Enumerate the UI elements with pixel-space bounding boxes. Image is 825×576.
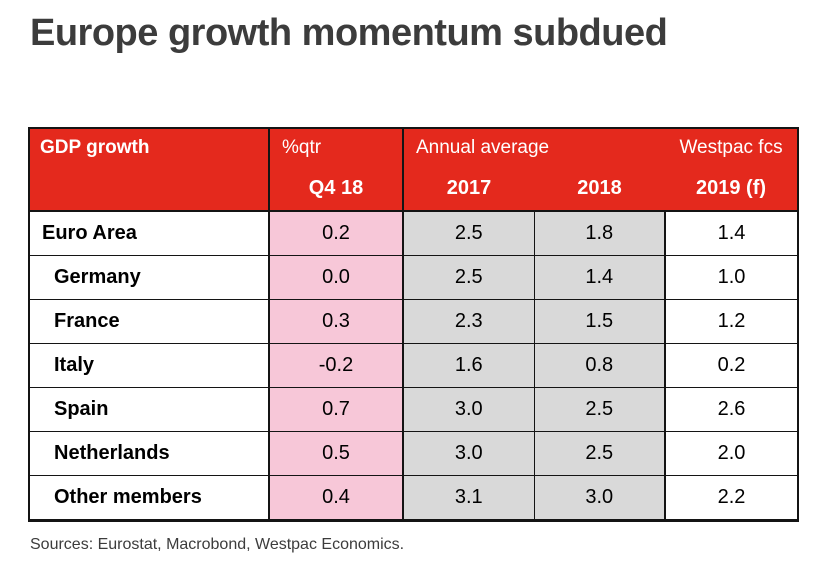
cell-2018: 0.8 bbox=[533, 343, 666, 388]
row-label: Germany bbox=[28, 255, 270, 300]
table-row: Netherlands 0.5 3.0 2.5 2.0 bbox=[28, 431, 799, 476]
header-2018: 2018 bbox=[534, 166, 666, 212]
cell-2017: 3.1 bbox=[402, 475, 535, 521]
table-row: Italy -0.2 1.6 0.8 0.2 bbox=[28, 343, 799, 388]
cell-2018: 1.8 bbox=[533, 210, 666, 256]
row-label: Spain bbox=[28, 387, 270, 432]
cell-2018: 1.5 bbox=[533, 299, 666, 344]
table-row: Euro Area 0.2 2.5 1.8 1.4 bbox=[28, 210, 799, 256]
table-header: GDP growth %qtr Annual average Westpac f… bbox=[29, 128, 799, 212]
header-2019f: 2019 (f) bbox=[665, 166, 799, 212]
cell-2019f: 1.4 bbox=[664, 210, 799, 256]
cell-q4-18: -0.2 bbox=[268, 343, 404, 388]
source-note: Sources: Eurostat, Macrobond, Westpac Ec… bbox=[30, 536, 405, 553]
table-row: Germany 0.0 2.5 1.4 1.0 bbox=[28, 255, 799, 300]
row-label: Netherlands bbox=[28, 431, 270, 476]
cell-2019f: 2.2 bbox=[664, 475, 799, 521]
header-2017: 2017 bbox=[403, 166, 534, 212]
cell-q4-18: 0.3 bbox=[268, 299, 404, 344]
header-column-row: Q4 18 2017 2018 2019 (f) bbox=[29, 166, 799, 212]
table-body: Euro Area 0.2 2.5 1.8 1.4 Germany 0.0 2.… bbox=[28, 210, 799, 521]
cell-q4-18: 0.5 bbox=[268, 431, 404, 476]
row-label: Italy bbox=[28, 343, 270, 388]
header-empty bbox=[29, 166, 269, 212]
header-q4-18: Q4 18 bbox=[268, 166, 404, 212]
cell-2017: 2.5 bbox=[402, 255, 535, 300]
cell-q4-18: 0.0 bbox=[268, 255, 404, 300]
cell-2018: 2.5 bbox=[533, 431, 666, 476]
header-westpac-fcs: Westpac fcs bbox=[665, 128, 799, 166]
cell-2017: 2.3 bbox=[402, 299, 535, 344]
header-pct-qtr: %qtr bbox=[268, 128, 404, 166]
cell-2019f: 0.2 bbox=[664, 343, 799, 388]
cell-2017: 3.0 bbox=[402, 387, 535, 432]
row-label: France bbox=[28, 299, 270, 344]
cell-2017: 2.5 bbox=[402, 210, 535, 256]
header-annual-average: Annual average bbox=[403, 128, 666, 166]
cell-2018: 1.4 bbox=[533, 255, 666, 300]
cell-q4-18: 0.7 bbox=[268, 387, 404, 432]
row-label: Euro Area bbox=[28, 210, 270, 256]
cell-2019f: 1.0 bbox=[664, 255, 799, 300]
cell-q4-18: 0.4 bbox=[268, 475, 404, 521]
cell-2018: 2.5 bbox=[533, 387, 666, 432]
cell-2018: 3.0 bbox=[533, 475, 666, 521]
gdp-growth-table: GDP growth %qtr Annual average Westpac f… bbox=[28, 127, 800, 522]
table-row: Spain 0.7 3.0 2.5 2.6 bbox=[28, 387, 799, 432]
cell-q4-18: 0.2 bbox=[268, 210, 404, 256]
header-group-row: GDP growth %qtr Annual average Westpac f… bbox=[29, 128, 799, 166]
cell-2017: 1.6 bbox=[402, 343, 535, 388]
cell-2019f: 2.0 bbox=[664, 431, 799, 476]
row-label: Other members bbox=[28, 475, 270, 521]
cell-2019f: 2.6 bbox=[664, 387, 799, 432]
cell-2017: 3.0 bbox=[402, 431, 535, 476]
table-row: France 0.3 2.3 1.5 1.2 bbox=[28, 299, 799, 344]
table-row: Other members 0.4 3.1 3.0 2.2 bbox=[28, 475, 799, 521]
header-gdp-growth: GDP growth bbox=[29, 128, 269, 166]
page-title: Europe growth momentum subdued bbox=[30, 12, 668, 54]
cell-2019f: 1.2 bbox=[664, 299, 799, 344]
